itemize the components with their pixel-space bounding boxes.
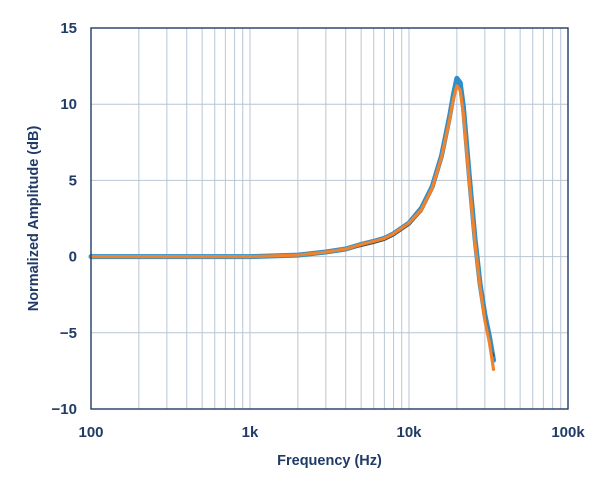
y-tick-labels: 15 10 5 0 −5 −10: [52, 20, 77, 418]
x-tick-label: 1k: [242, 424, 259, 441]
y-tick-label: 15: [60, 20, 77, 37]
y-axis-title: Normalized Amplitude (dB): [26, 126, 42, 312]
series-line: [89, 84, 496, 371]
y-tick-label: 5: [69, 172, 77, 189]
y-tick-label: 0: [69, 249, 77, 266]
y-tick-label: −5: [60, 325, 77, 342]
series-line: [88, 75, 497, 363]
x-axis-title: Frequency (Hz): [277, 453, 382, 469]
y-tick-label: 10: [60, 96, 77, 113]
grid: [91, 28, 568, 409]
x-tick-labels: 100 1k 10k 100k: [78, 424, 585, 441]
x-tick-label: 10k: [396, 424, 422, 441]
x-tick-label: 100: [78, 424, 103, 441]
plot-frame: [90, 27, 569, 410]
series-lines: [88, 75, 497, 371]
x-tick-label: 100k: [551, 424, 585, 441]
y-tick-label: −10: [52, 401, 77, 418]
series-line: [89, 84, 495, 357]
